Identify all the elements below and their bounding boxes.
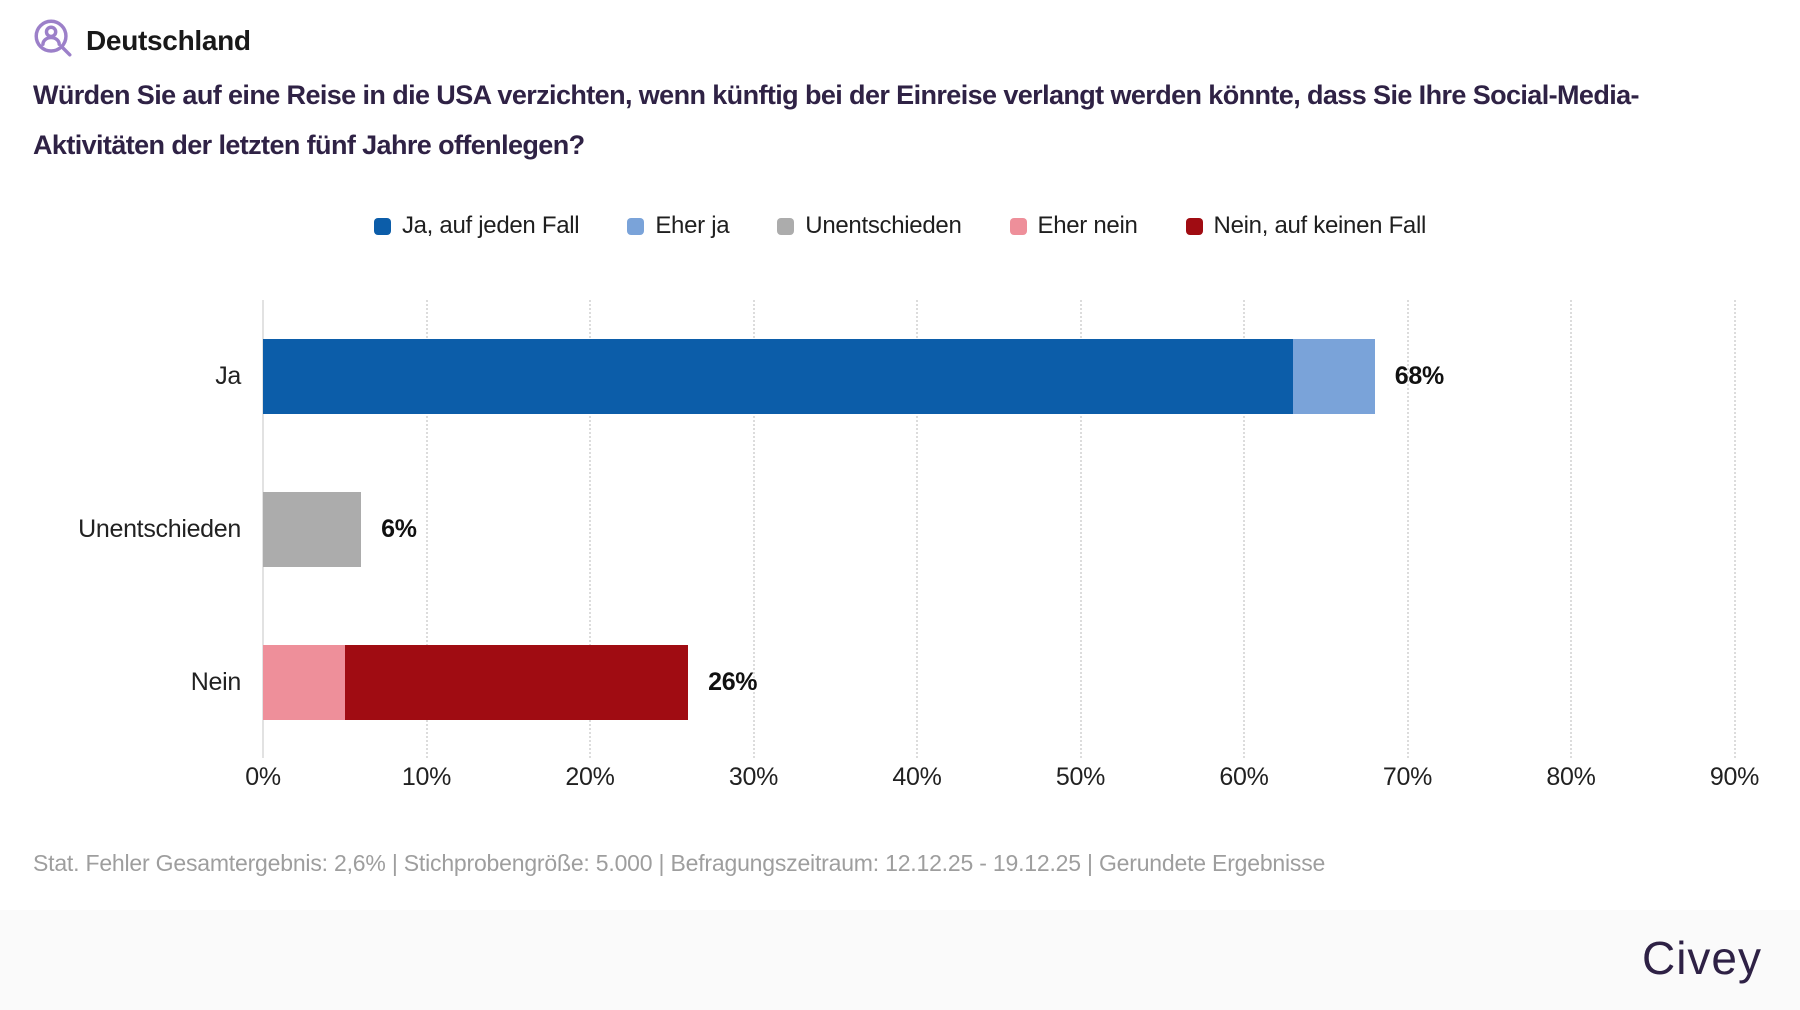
- legend-item: Eher nein: [1009, 212, 1138, 240]
- bar-segment: [1293, 339, 1375, 414]
- gridline: [752, 300, 755, 758]
- category-label: Nein: [190, 668, 242, 696]
- legend-item: Eher ja: [627, 212, 730, 240]
- gridline: [1243, 300, 1245, 758]
- value-label: 68%: [1394, 362, 1444, 390]
- gridline: [1079, 300, 1082, 758]
- region-label: Deutschland: [86, 25, 251, 56]
- value-label: 26%: [708, 668, 758, 696]
- gridline: [589, 300, 591, 758]
- legend-swatch: [1185, 217, 1203, 235]
- x-tick-label: 20%: [565, 763, 615, 791]
- bar-segment: [263, 645, 345, 720]
- category-label: Ja: [215, 362, 241, 390]
- person-search-icon: [34, 19, 72, 57]
- legend-label: Eher nein: [1037, 212, 1138, 239]
- x-tick-label: 70%: [1382, 763, 1433, 791]
- poll-question-title: Würden Sie auf eine Reise in die USA ver…: [33, 80, 1640, 160]
- legend-item: Ja, auf jeden Fall: [373, 212, 580, 240]
- x-tick-label: 40%: [892, 763, 942, 791]
- legend-swatch: [1009, 217, 1027, 235]
- legend-swatch: [373, 217, 391, 235]
- x-tick-label: 60%: [1219, 763, 1269, 791]
- legend-swatch: [627, 217, 645, 235]
- legend-label: Unentschieden: [805, 212, 962, 239]
- legend-swatch: [777, 217, 795, 235]
- legend-item: Unentschieden: [777, 212, 962, 240]
- x-tick-label: 80%: [1546, 763, 1596, 791]
- x-tick-label: 90%: [1709, 763, 1760, 791]
- bar-row: [263, 492, 362, 567]
- category-label: Unentschieden: [78, 515, 241, 543]
- chart-legend: Ja, auf jeden Fall Eher ja Unentschieden Eh…: [0, 212, 1800, 240]
- gridline: [1733, 300, 1736, 758]
- x-tick-label: 10%: [401, 763, 452, 791]
- gridline: [916, 300, 918, 758]
- bar-segment: [263, 339, 1294, 414]
- brand-footer-bar: [0, 910, 1800, 1010]
- gridline: [425, 300, 428, 758]
- legend-label: Eher ja: [655, 212, 730, 239]
- gridline: [1406, 300, 1409, 758]
- x-tick-label: 30%: [728, 763, 779, 791]
- legend-label: Ja, auf jeden Fall: [401, 212, 580, 239]
- gridline: [1570, 300, 1572, 758]
- value-label: 6%: [381, 515, 417, 543]
- x-tick-label: 0%: [245, 763, 281, 791]
- x-tick-label: 50%: [1055, 763, 1106, 791]
- survey-metadata-note: Stat. Fehler Gesamtergebnis: 2,6% | Stic…: [33, 850, 1326, 876]
- bar-row: [263, 339, 1375, 414]
- bar-row: [263, 645, 689, 720]
- legend-item: Nein, auf keinen Fall: [1185, 212, 1427, 240]
- bar-segment: [263, 492, 362, 567]
- legend-label: Nein, auf keinen Fall: [1213, 212, 1427, 239]
- civey-logo[interactable]: Civey: [1641, 932, 1762, 984]
- bar-segment: [344, 645, 689, 720]
